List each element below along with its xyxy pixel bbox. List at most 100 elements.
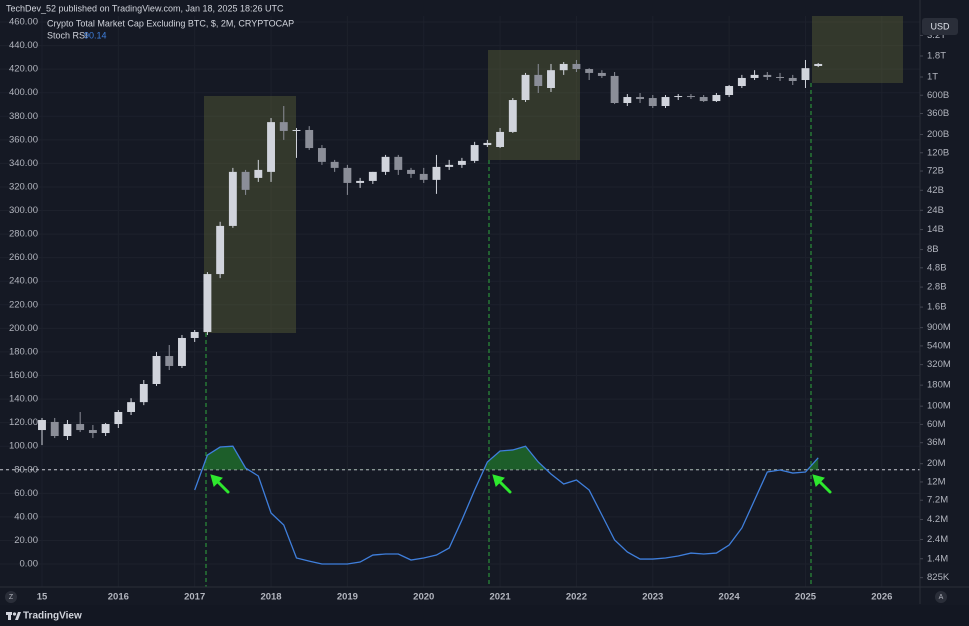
x-tick-label: 2025: [795, 592, 817, 603]
y-tick-label: 100.00: [9, 441, 38, 452]
logo-part: [8, 612, 11, 620]
candle-body: [152, 356, 161, 384]
y2-tick-label: 825K: [927, 572, 950, 583]
candle-body: [254, 169, 263, 178]
y-tick-label: 380.00: [9, 111, 38, 122]
y2-tick-label: 900M: [927, 322, 951, 333]
candle-body: [534, 74, 543, 87]
x-tick-label: 2018: [260, 592, 281, 603]
candle-body: [597, 72, 606, 76]
candle-body: [203, 274, 212, 332]
candle-body: [114, 411, 123, 425]
candle-body: [725, 86, 734, 96]
x-tick-label: 2023: [642, 592, 663, 603]
zoom-button-label[interactable]: Z: [9, 594, 14, 601]
y2-tick-label: 180M: [927, 380, 951, 391]
candle-body: [814, 63, 823, 67]
zoom-button[interactable]: [5, 591, 17, 603]
candle-body: [216, 225, 225, 275]
candle-body: [279, 122, 288, 131]
plot: [0, 59, 920, 565]
y2-tick-label: 36M: [927, 437, 946, 448]
arrow-head: [492, 474, 505, 487]
candle-body: [419, 173, 428, 180]
candle-body: [661, 97, 670, 107]
y2-tick-label: 540M: [927, 340, 951, 351]
y-tick-label: 0.00: [20, 559, 39, 570]
y2-tick-label: 7.2M: [927, 495, 948, 506]
candle-body: [496, 131, 505, 148]
y2-tick-label: 360B: [927, 108, 949, 119]
candle-body: [521, 74, 530, 101]
axes: 0.00 20.00 40.00 60.00 80.00 100.00 120.00 140.…: [9, 17, 951, 603]
y-tick-label: 320.00: [9, 181, 38, 192]
currency-label: USD: [930, 21, 950, 31]
candle-body: [381, 156, 390, 172]
published-note: TechDev_52 published on TradingView.com,…: [6, 3, 284, 13]
x-tick-label: 2016: [108, 592, 129, 603]
y2-tick-label: 12M: [927, 476, 946, 487]
candle-body: [750, 74, 759, 78]
y2-tick-label: 60M: [927, 419, 946, 430]
x-tick-label: 2026: [871, 592, 892, 603]
candle-body: [699, 97, 708, 102]
y2-tick-label: 24B: [927, 205, 944, 216]
y2-tick-label: 1.4M: [927, 553, 948, 564]
y-tick-label: 180.00: [9, 346, 38, 357]
legend-value: 90.14: [84, 30, 107, 40]
candle-body: [559, 63, 568, 71]
candle-body: [610, 75, 619, 104]
y-tick-label: 400.00: [9, 87, 38, 98]
candle-body: [88, 430, 97, 434]
candle-body: [305, 129, 314, 149]
candle-body: [636, 97, 644, 100]
candle-body: [139, 383, 148, 403]
x-tick-label: 2017: [184, 592, 205, 603]
highlight-box: [812, 16, 903, 83]
candle-body: [101, 424, 110, 434]
y2-tick-label: 100M: [927, 401, 951, 412]
logo-part: [12, 612, 17, 616]
candle-body: [432, 166, 441, 180]
y-tick-label: 220.00: [9, 299, 38, 310]
y-tick-label: 60.00: [14, 488, 38, 499]
y-tick-label: 200.00: [9, 323, 38, 334]
candle-body: [178, 337, 186, 366]
candle-body: [585, 69, 594, 73]
candle-body: [330, 161, 339, 168]
y-tick-label: 160.00: [9, 370, 38, 381]
chart-title: Crypto Total Market Cap Excluding BTC, $…: [47, 18, 294, 28]
x-tick-label: 2024: [719, 592, 741, 603]
y2-tick-label: 600B: [927, 90, 949, 101]
y2-tick-label: 42B: [927, 185, 944, 196]
candle-body: [572, 63, 581, 70]
candle-body: [394, 156, 403, 170]
y2-tick-label: 2.4M: [927, 534, 948, 545]
candle-body: [763, 74, 772, 77]
candle-body: [407, 169, 415, 174]
x-tick-label: 2022: [566, 592, 587, 603]
y2-tick-label: 1.6B: [927, 302, 947, 313]
candle-body: [737, 77, 746, 87]
y2-tick-label: 72B: [927, 166, 944, 177]
y2-tick-label: 3.2T: [927, 30, 946, 41]
legend-entry: Stoch RSI: [47, 30, 88, 40]
auto-scale-label[interactable]: A: [939, 594, 944, 601]
y2-tick-label: 14B: [927, 224, 944, 235]
candle-body: [457, 160, 466, 165]
currency-badge: [922, 18, 958, 35]
y-tick-label: 420.00: [9, 64, 38, 75]
auto-scale-button[interactable]: [935, 591, 947, 603]
arrow: [215, 479, 230, 494]
arrow-head: [812, 474, 825, 487]
candle-body: [165, 356, 174, 366]
y2-tick-label: 4.8B: [927, 262, 947, 273]
x-tick-label: 2020: [413, 592, 434, 603]
y2-tick-label: 2.8B: [927, 282, 947, 293]
candle-body: [776, 76, 784, 78]
candle-body: [50, 421, 59, 437]
y2-tick-label: 1T: [927, 72, 938, 83]
overbought-fill: [194, 446, 819, 470]
